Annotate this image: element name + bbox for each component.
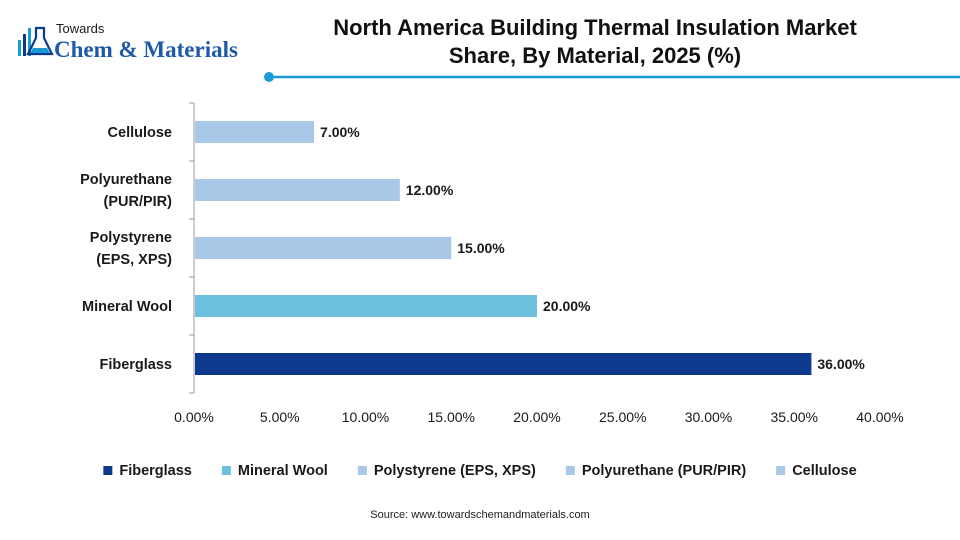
bar <box>195 353 812 375</box>
title-underline <box>264 72 960 82</box>
legend-swatch <box>565 466 575 475</box>
title-line-2: Share, By Material, 2025 (%) <box>448 43 742 68</box>
category-label: (EPS, XPS) <box>96 252 172 268</box>
x-tick-label: 20.00% <box>513 409 560 425</box>
data-label: 7.00% <box>320 124 360 140</box>
category-label: Cellulose <box>108 125 172 141</box>
bar <box>195 179 400 201</box>
category-label: (PUR/PIR) <box>104 194 173 210</box>
legend-label: Cellulose <box>792 463 856 479</box>
brand-logo: Towards Chem & Materials <box>14 18 264 68</box>
logo-top-text: Towards <box>56 21 105 36</box>
x-tick-label: 15.00% <box>428 409 475 425</box>
category-label: Polyurethane <box>80 172 172 188</box>
underline-dot <box>264 72 274 82</box>
legend-label: Polyurethane (PUR/PIR) <box>582 463 747 479</box>
data-label: 15.00% <box>457 240 505 256</box>
category-label: Mineral Wool <box>82 299 172 315</box>
logo-graphic: Towards Chem & Materials <box>18 21 238 62</box>
bar <box>195 237 452 259</box>
bar <box>195 121 315 143</box>
x-tick-label: 25.00% <box>599 409 646 425</box>
x-tick-label: 30.00% <box>685 409 732 425</box>
data-label: 20.00% <box>543 298 591 314</box>
logo-main-text: Chem & Materials <box>54 37 238 62</box>
chart-title: North America Building Thermal Insulatio… <box>290 14 900 70</box>
source-text: Source: www.towardschemandmaterials.com <box>370 509 590 521</box>
legend-label: Polystyrene (EPS, XPS) <box>374 463 536 479</box>
title-line-1: North America Building Thermal Insulatio… <box>333 15 857 40</box>
flask-icon <box>18 26 54 56</box>
bar <box>195 295 537 317</box>
category-label: Polystyrene <box>90 230 172 246</box>
data-label: 12.00% <box>406 182 454 198</box>
x-tick-label: 5.00% <box>260 409 300 425</box>
category-label: Fiberglass <box>99 357 172 373</box>
x-tick-label: 0.00% <box>174 409 214 425</box>
legend-label: Mineral Wool <box>238 463 328 479</box>
legend-swatch <box>357 466 367 475</box>
data-label: 36.00% <box>817 356 865 372</box>
legend-swatch <box>103 466 113 475</box>
x-tick-label: 35.00% <box>771 409 818 425</box>
x-tick-label: 10.00% <box>342 409 389 425</box>
legend-label: Fiberglass <box>119 463 192 479</box>
legend-swatch <box>776 466 786 475</box>
legend-swatch <box>221 466 231 475</box>
x-tick-label: 40.00% <box>856 409 903 425</box>
